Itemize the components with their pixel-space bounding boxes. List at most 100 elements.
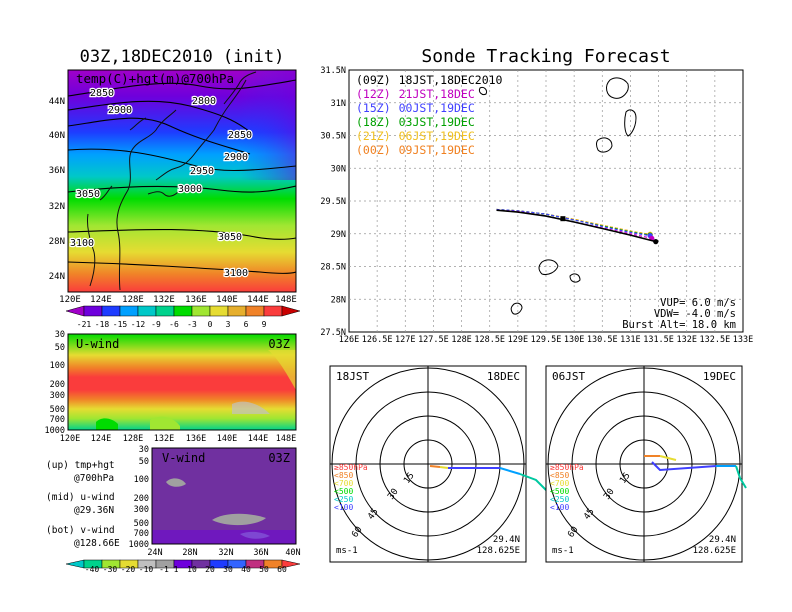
lat-label: 44N (49, 97, 65, 107)
x-tick-label: 128E (451, 335, 471, 345)
level-850-plus: ≥850hPa (334, 463, 368, 472)
plevel-label: 30 (139, 445, 149, 455)
temp-tick: -21 (77, 320, 92, 329)
legend-entry-21z: (21Z) 06JST,19DEC (356, 129, 475, 143)
plevel-label: 50 (55, 343, 65, 353)
lat-label: 40N (285, 548, 300, 558)
contour-label: 3000 (178, 184, 202, 195)
level-700: <700 (334, 479, 353, 488)
temp-tick: -3 (187, 320, 197, 329)
x-tick-label: 126E (339, 335, 359, 345)
hodo-unit: ms-1 (336, 546, 358, 556)
temp-map-lat-labels: 44N 40N 36N 32N 28N 24N (49, 97, 65, 282)
plevel-label: 100 (134, 475, 149, 485)
temp-tick: -15 (113, 320, 128, 329)
lon-label: 124E (90, 295, 112, 305)
track-legend: (09Z) 18JST,18DEC2010 (12Z) 21JST,18DEC (1… (356, 73, 503, 157)
colorbar-swatch (83, 305, 103, 317)
colorbar-swatch (209, 305, 229, 317)
plevel-label: 300 (50, 391, 65, 401)
hodo-date: 18DEC (487, 370, 520, 383)
wind-tick: 40 (241, 565, 251, 574)
wind-tick: 30 (223, 565, 233, 574)
temp-map (68, 70, 296, 292)
contour-labels: 2850 2800 2900 2850 2900 2950 3050 3000 … (69, 87, 254, 281)
legend-entry-15z: (15Z) 00JST,19DEC (356, 101, 475, 115)
hodo-time: 06JST (552, 370, 585, 383)
lon-label: 148E (275, 295, 297, 305)
wind-tick: 1 (174, 565, 179, 574)
lon-label: 136E (186, 434, 206, 444)
colorbar-swatch (119, 305, 139, 317)
track-line (496, 208, 651, 237)
hodo-lat: 29.4N (709, 535, 736, 545)
track-islands (479, 77, 637, 315)
x-tick-label: 130E (564, 335, 584, 345)
contour-label: 2900 (108, 105, 132, 116)
temp-field-east-shade (68, 70, 296, 180)
legend-line: (mid) u-wind (46, 492, 115, 503)
contour-label: 3050 (218, 232, 242, 243)
v-wind-label: V-wind (162, 451, 205, 465)
track-info: VUP= 6.0 m/s VDW= -4.0 m/s Burst Alt= 18… (622, 297, 736, 331)
temp-tick: 3 (226, 320, 231, 329)
x-tick-label: 129E (508, 335, 528, 345)
plevel-label: 500 (50, 405, 65, 415)
hodo-level-legend: ≥850hPa <850 <700 <500 <250 <100 (334, 463, 368, 512)
x-tick-label: 128.5E (474, 335, 505, 345)
legend-line: @29.36N (74, 505, 114, 516)
plevel-label: 1000 (45, 426, 65, 436)
v-wind-lat-labels: 24N 28N 32N 36N 40N (147, 548, 300, 558)
hodograph-left: 15 30 45 60 18JST 18DEC 29.4N 128.625E m… (329, 365, 549, 563)
level-100: <100 (550, 503, 569, 512)
y-tick-label: 27.5N (320, 328, 346, 338)
x-tick-label: 129.5E (531, 335, 562, 345)
level-500: <500 (334, 487, 353, 496)
y-tick-label: 29N (331, 230, 346, 240)
level-850-plus: ≥850hPa (550, 463, 584, 472)
u-wind-plevels: 30 50 100 200 300 500 700 1000 (45, 330, 65, 436)
vup-text: VUP= 6.0 m/s (660, 297, 736, 309)
x-tick-label: 130.5E (587, 335, 618, 345)
contour-label: 2900 (224, 152, 248, 163)
v-wind-field (152, 448, 296, 544)
wind-tick: 10 (187, 565, 197, 574)
track-line (496, 209, 656, 243)
wind-tick: 50 (259, 565, 269, 574)
burst-alt-text: Burst Alt= 18.0 km (622, 319, 736, 331)
u-wind-time: 03Z (268, 337, 290, 351)
contour-label: 2850 (228, 130, 252, 141)
contour-label: 3100 (70, 238, 94, 249)
height-contours (68, 79, 296, 275)
y-tick-label: 30.5N (320, 132, 346, 142)
lon-label: 148E (276, 434, 296, 444)
lat-label: 28N (182, 548, 197, 558)
colorbar-swatch (281, 559, 301, 569)
wind-tick: -1 (159, 565, 169, 574)
lat-label: 36N (253, 548, 268, 558)
hodo-trace (644, 455, 747, 489)
track-tick-labels: 126E 126.5E 127E 127.5E 128E 128.5E 129E 129.5E… (320, 66, 753, 345)
u-wind-lon-labels: 120E 124E 128E 132E 136E 140E 144E 148E (60, 434, 296, 444)
colorbar-swatch (281, 305, 301, 317)
level-850: <850 (334, 471, 353, 480)
y-tick-label: 28N (331, 295, 346, 305)
legend-line: (bot) v-wind (46, 525, 115, 536)
plevel-label: 100 (50, 361, 65, 371)
plevel-label: 200 (50, 380, 65, 390)
temp-tick: -12 (131, 320, 146, 329)
legend-line: @700hPa (74, 473, 114, 484)
wind-colorbar-ticks: -40 -30 -20 -10 -1 1 10 20 30 40 50 60 (85, 565, 287, 574)
v-wind-frame (151, 447, 297, 545)
plevel-label: 700 (134, 529, 149, 539)
wind-tick: -10 (139, 565, 154, 574)
level-100: <100 (334, 503, 353, 512)
hodo-rings (330, 366, 526, 562)
level-850: <850 (550, 471, 569, 480)
track-midpoint-marker (560, 216, 566, 222)
lon-label: 128E (122, 295, 144, 305)
x-tick-label: 132E (676, 335, 696, 345)
temp-tick: 6 (244, 320, 249, 329)
wind-tick: -40 (85, 565, 100, 574)
